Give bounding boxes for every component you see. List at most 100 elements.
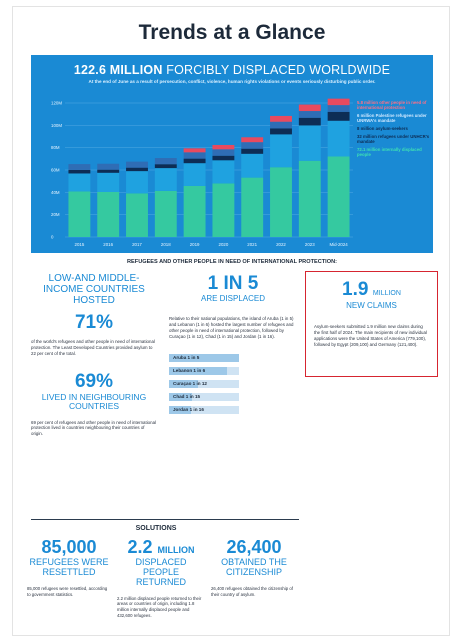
bar-segment (327, 111, 350, 121)
bar-segment (183, 152, 206, 159)
bar-segment (241, 148, 264, 154)
solution-citizenship: 26,400 OBTAINED THE CITIZENSHIP 26,400 r… (211, 537, 297, 597)
y-tick-label: 120M (51, 101, 62, 106)
bar-segment (97, 191, 120, 237)
claims-unit: MILLION (372, 290, 401, 297)
x-tick-label: 2020 (219, 242, 229, 247)
claims-number: 1.9 (342, 279, 369, 300)
lmi-text: of the world's refugees and other people… (31, 339, 155, 356)
bar-segment (97, 163, 120, 170)
bar-segment (270, 134, 292, 168)
legend-entry: 8 million asylum-seekers (357, 125, 408, 131)
bar-segment (183, 163, 206, 186)
legend-entry: 72.1 million internally displaced people (357, 146, 422, 157)
chart-legend: 5.8 million other people in need of inte… (357, 100, 431, 160)
section-heading: REFUGEES AND OTHER PEOPLE IN NEED OF INT… (127, 259, 337, 265)
resettled-text: 85,000 refugees were resettled, accordin… (27, 585, 108, 597)
displaced-subheading: ARE DISPLACED (200, 294, 266, 303)
hero-headline: 122.6 MILLION FORCIBLY DISPLACED WORLDWI… (31, 63, 433, 77)
bar-segment (241, 142, 264, 149)
x-tick-label: 2015 (75, 242, 85, 247)
ratio-bar: Chad 1 in 15 (169, 392, 239, 401)
bar-segment (298, 111, 321, 118)
report-page: Trends at a Glance 122.6 MILLION FORCIBL… (12, 6, 450, 636)
ratio-bar-label: Chad 1 in 15 (173, 393, 201, 399)
bar-segment (327, 105, 350, 112)
bar-segment (154, 190, 177, 237)
neighbouring-percent: 69% (74, 370, 114, 392)
bar-segment (154, 164, 177, 169)
ratio-bar-fill (169, 405, 191, 414)
x-tick-label: 2018 (161, 242, 171, 247)
ratio-bar-label: Aruba 1 in 5 (173, 354, 200, 360)
bar-segment (327, 98, 350, 106)
bar-segment (68, 191, 91, 237)
returned-label: DISPLACED PEOPLE RETURNED (135, 557, 187, 587)
returned-number: 2.2 (127, 537, 153, 557)
bar-segment (212, 160, 235, 184)
x-tick-label: 2016 (103, 242, 113, 247)
legend-entry: 6 million Palestine refugees under UNRWA… (357, 112, 427, 123)
x-tick-label: Mid-2024 (329, 242, 348, 247)
footnotes (311, 383, 435, 403)
bar-segment (97, 169, 120, 173)
hero-subtitle: At the end of June as a result of persec… (88, 79, 376, 84)
claims-number-line: 1.9 MILLION (306, 279, 437, 301)
displaced-text: Relative to their national populations, … (169, 315, 294, 339)
bar-segment (183, 185, 206, 237)
citizenship-text: 26,400 refugees obtained the citizenship… (211, 585, 293, 597)
returned-number-line: 2.2 MILLION (117, 537, 205, 558)
claims-text: Asylum-seekers submitted 1.9 million new… (314, 324, 427, 347)
claims-subheading: NEW CLAIMS (346, 301, 397, 310)
bar-segment (126, 193, 148, 237)
bar-segment (270, 115, 292, 122)
bar-segment (327, 120, 350, 157)
low-middle-income-column: LOW-AND MIDDLE-INCOME COUNTRIES HOSTED 7… (31, 273, 157, 437)
new-claims-box: 1.9 MILLION NEW CLAIMS Asylum-seekers su… (305, 271, 438, 377)
bar-segment (68, 173, 91, 192)
ratio-bar-fill (169, 353, 239, 362)
citizenship-number: 26,400 (226, 537, 282, 557)
ratio-bar-label: Curaçao 1 in 12 (173, 380, 207, 386)
ratio-bar-fill (169, 379, 199, 388)
displaced-ratio: 1 IN 5 (207, 273, 259, 294)
ratio-bar: Jordan 1 in 16 (169, 405, 239, 414)
ratio-bar: Aruba 1 in 5 (169, 353, 239, 362)
displacement-chart: 0 20M 40M 60M 80M 100M 120M 2015 2016 2017 2018 201… (51, 98, 353, 247)
ratio-bar-label: Jordan 1 in 16 (173, 406, 204, 412)
y-tick-label: 20M (51, 212, 60, 217)
bar-segment (241, 153, 264, 178)
bar-segment (68, 164, 91, 170)
hero-panel: 122.6 MILLION FORCIBLY DISPLACED WORLDWI… (31, 55, 433, 253)
bar-segment (212, 183, 235, 237)
ratio-bar-fill (169, 366, 228, 375)
bar-segment (298, 160, 321, 237)
y-tick-label: 80M (51, 145, 60, 150)
bar-segment (154, 168, 177, 191)
bar-segment (126, 171, 148, 194)
bar-segment (327, 156, 350, 237)
ratio-bars: Aruba 1 in 5 Lebanon 1 in 6 Curaçao 1 in 1… (169, 353, 239, 414)
bar-segment (183, 158, 206, 164)
ratio-bar: Lebanon 1 in 6 (169, 366, 239, 375)
bar-segment (241, 137, 264, 143)
citizenship-label: OBTAINED THE CITIZENSHIP (221, 557, 287, 577)
bar-segment (298, 104, 321, 112)
bar-segment (298, 125, 321, 161)
solutions-divider (31, 519, 299, 520)
resettled-label: REFUGEES WERE RESETTLED (29, 557, 109, 577)
bar-segment (212, 149, 235, 156)
ratio-bar-fill (169, 392, 193, 401)
bar-segment (68, 169, 91, 174)
bar-segment (270, 128, 292, 135)
ratio-bar-label: Lebanon 1 in 6 (173, 367, 206, 373)
bar-segment (270, 167, 292, 237)
solution-returned: 2.2 MILLION DISPLACED PEOPLE RETURNED 2.… (117, 537, 205, 619)
ratio-bar: Curaçao 1 in 12 (169, 379, 239, 388)
bar-segment (270, 121, 292, 129)
neighbouring-text: 69 per cent of refugees and other people… (31, 419, 156, 437)
bar-segment (126, 161, 148, 168)
resettled-number: 85,000 (41, 537, 97, 557)
bar-segment (126, 167, 148, 172)
returned-text: 2.2 million displaced people returned to… (117, 595, 202, 619)
